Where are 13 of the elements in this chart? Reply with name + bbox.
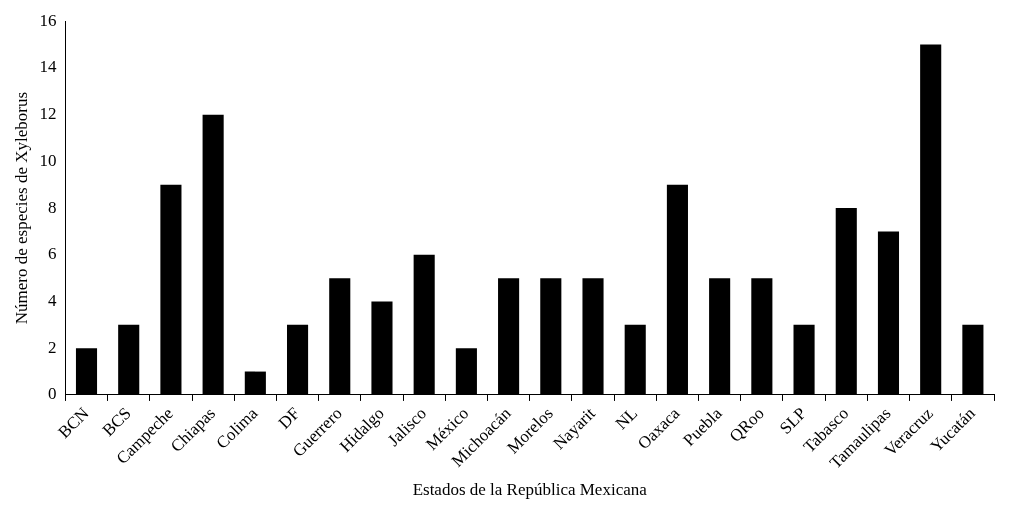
y-tick-label: 0	[47, 384, 57, 404]
y-tick-label: 4	[47, 290, 57, 310]
y-tick-label: 16	[39, 10, 57, 30]
y-tick-label: 8	[47, 197, 57, 217]
y-tick-label: 2	[47, 337, 57, 357]
y-tick-label: 12	[39, 104, 57, 124]
x-tick-label: NL	[611, 403, 642, 434]
y-axis-title: Número de especies de Xyleborus	[11, 91, 31, 325]
y-tick-label: 10	[39, 150, 57, 170]
y-tick-label: 14	[39, 57, 57, 77]
x-tick-label: SLP	[775, 403, 811, 438]
x-axis-title: Estados de la República Mexicana	[412, 480, 648, 500]
y-tick-label: 6	[47, 244, 57, 264]
